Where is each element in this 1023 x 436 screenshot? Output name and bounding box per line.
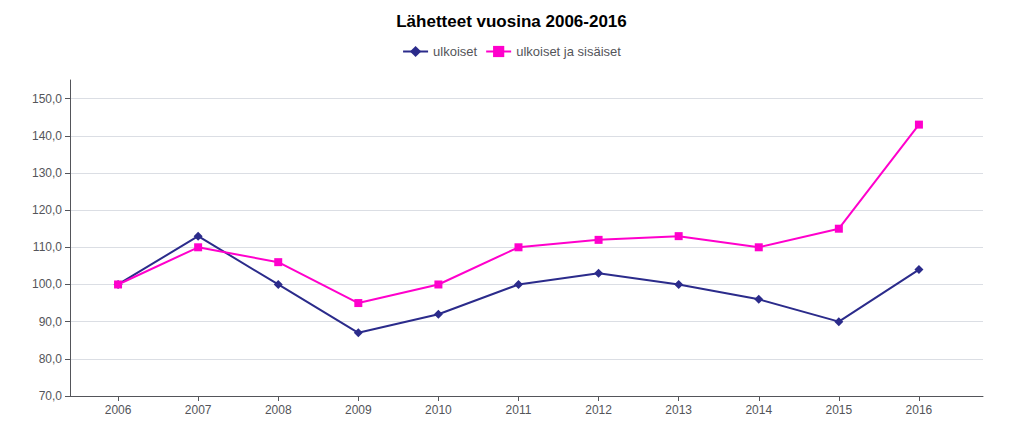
svg-text:2009: 2009	[345, 403, 372, 417]
svg-text:2012: 2012	[585, 403, 612, 417]
svg-text:Lähetteet vuosina 2006-2016: Lähetteet vuosina 2006-2016	[396, 12, 627, 31]
svg-text:2016: 2016	[906, 403, 933, 417]
svg-text:2008: 2008	[265, 403, 292, 417]
svg-text:2014: 2014	[745, 403, 772, 417]
svg-text:140,0: 140,0	[32, 129, 62, 143]
svg-text:ulkoiset: ulkoiset	[433, 44, 477, 59]
svg-text:ulkoiset ja sisäiset: ulkoiset ja sisäiset	[516, 44, 621, 59]
svg-text:150,0: 150,0	[32, 92, 62, 106]
svg-text:2010: 2010	[425, 403, 452, 417]
svg-text:90,0: 90,0	[39, 315, 63, 329]
svg-text:120,0: 120,0	[32, 203, 62, 217]
svg-text:110,0: 110,0	[33, 240, 62, 254]
svg-text:70,0: 70,0	[39, 389, 63, 403]
svg-text:2013: 2013	[665, 403, 692, 417]
svg-text:2006: 2006	[105, 403, 132, 417]
svg-text:2015: 2015	[825, 403, 852, 417]
svg-text:2007: 2007	[185, 403, 212, 417]
svg-text:130,0: 130,0	[32, 166, 62, 180]
svg-text:80,0: 80,0	[39, 352, 63, 366]
svg-text:2011: 2011	[506, 403, 532, 417]
svg-text:100,0: 100,0	[32, 277, 62, 291]
